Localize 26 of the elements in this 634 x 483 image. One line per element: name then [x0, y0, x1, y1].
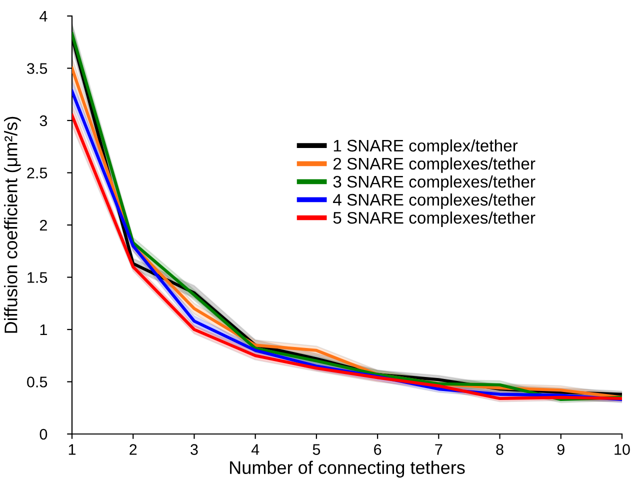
x-axis-title: Number of connecting tethers — [230, 460, 465, 478]
y-tick-label: 2 — [40, 220, 47, 231]
legend-label: 3 SNARE complexes/tether — [333, 175, 536, 191]
y-tick-label: 4 — [40, 11, 48, 22]
y-tick-label: 3.5 — [27, 63, 48, 74]
y-tick-label: 1 — [40, 324, 47, 336]
legend-label: 4 SNARE complexes/tether — [333, 193, 536, 210]
y-tick-label: 3 — [40, 115, 48, 126]
legend-label: 1 SNARE complex/tether — [334, 139, 518, 155]
x-tick-label: 7 — [435, 444, 442, 455]
x-tick-label: 9 — [557, 444, 564, 455]
y-axis-title: Diffusion coefficient (μm²/s) — [4, 116, 21, 333]
x-tick-label: 3 — [190, 444, 198, 455]
x-tick-label: 4 — [251, 444, 260, 455]
y-tick-label: 2.5 — [27, 168, 48, 178]
x-tick-label: 8 — [496, 444, 504, 455]
y-tick-label: 0 — [40, 428, 48, 440]
x-tick-label: 10 — [614, 444, 630, 455]
x-tick-label: 2 — [130, 444, 137, 455]
y-tick-label: 1.5 — [28, 272, 48, 283]
x-tick-label: 5 — [312, 444, 320, 455]
y-tick-label: 0.5 — [27, 376, 48, 388]
legend-label: 2 SNARE complexes/tether — [333, 157, 536, 173]
legend-label: 5 SNARE complexes/tether — [333, 212, 536, 228]
x-tick-label: 6 — [374, 444, 382, 455]
x-tick-label: 1 — [68, 444, 76, 455]
